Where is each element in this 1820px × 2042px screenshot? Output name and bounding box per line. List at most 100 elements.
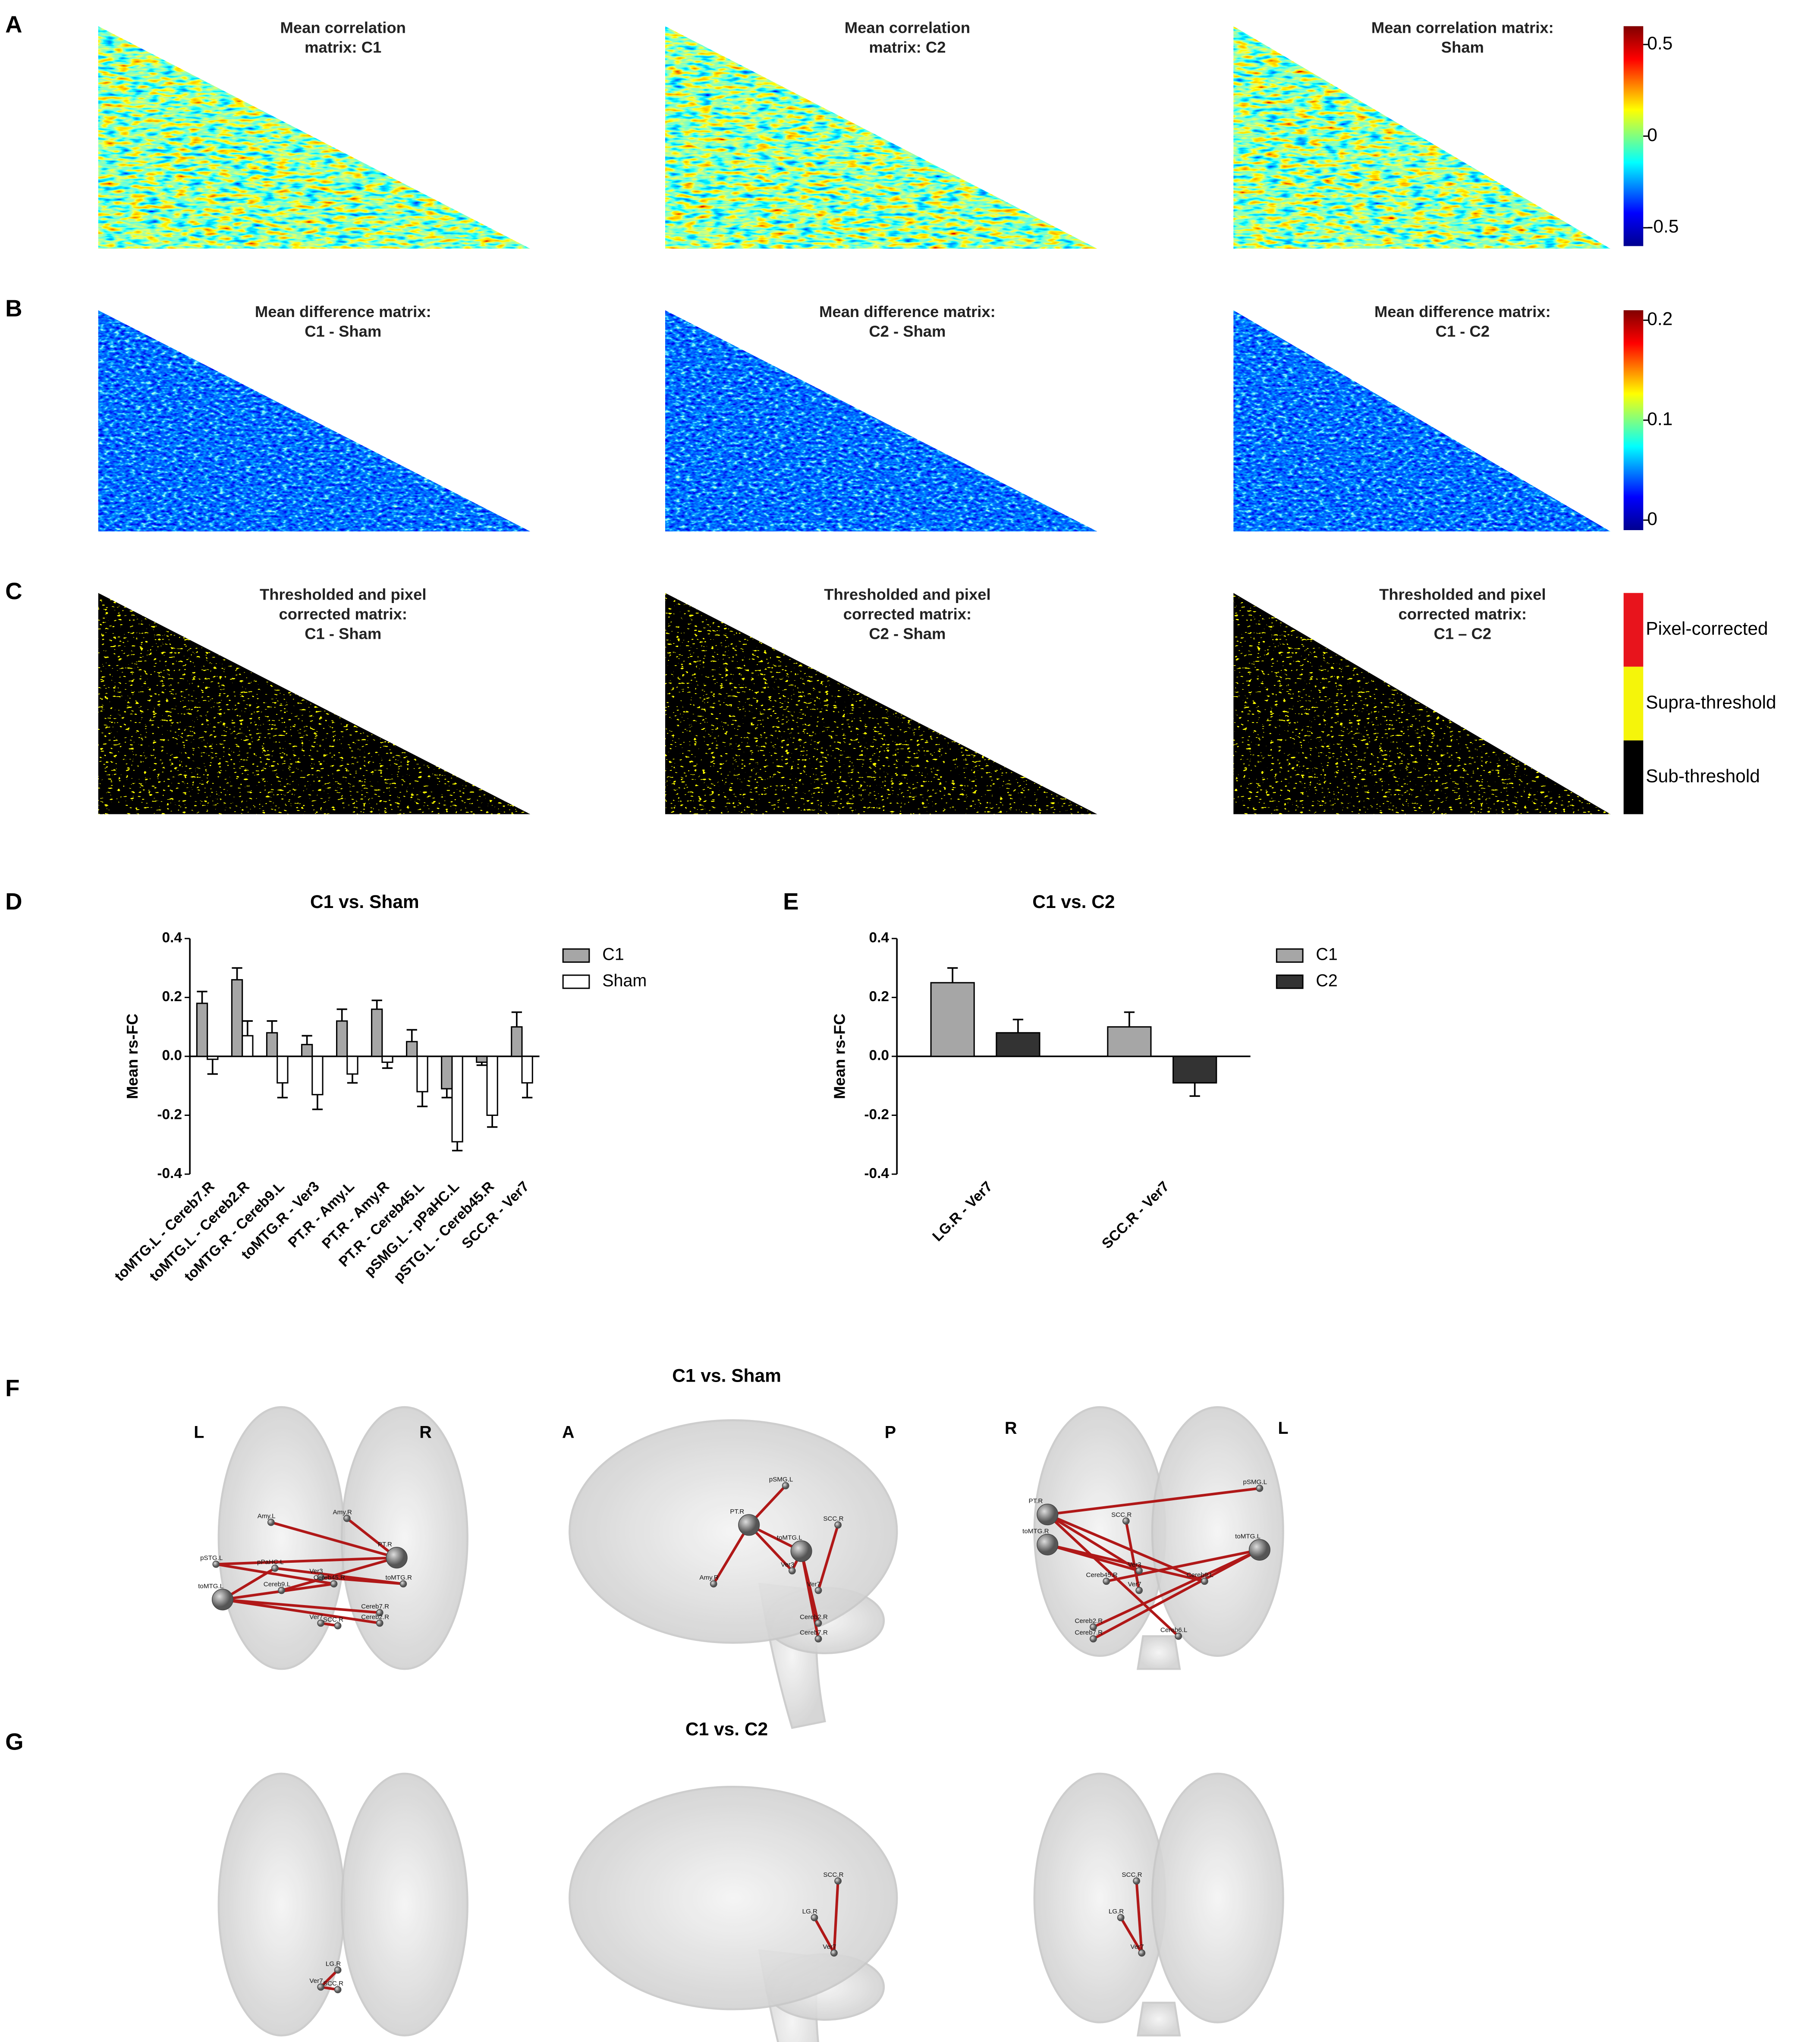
colorbar [1623,310,1644,531]
connection [320,1969,339,1988]
legend-swatch [1276,974,1304,989]
connection [833,1881,839,1953]
y-tick-label: 0.2 [162,989,182,1005]
connection [817,1524,839,1591]
legend-label: C1 [602,945,624,964]
connection [222,1598,380,1624]
colorbar [1623,26,1644,246]
node-label: Cereb2.R [800,1613,828,1621]
node-label: LG.R [326,1960,341,1967]
matrix-title: C1 – C2 [1434,625,1492,642]
legend-swatch [562,948,590,963]
orientation-label: A [562,1423,574,1442]
bar [486,1056,498,1116]
matrix-title: matrix: C1 [305,38,381,56]
node [317,1983,324,1991]
matrix-title: corrected matrix: [1399,605,1527,623]
connection [1093,1549,1260,1640]
orientation-label: L [1278,1419,1288,1438]
legend-label: Pixel-corrected [1646,619,1768,639]
node [267,1518,275,1526]
node [790,1540,812,1562]
legend-swatch [1623,740,1644,814]
node-label: Cereb7.R [800,1629,828,1637]
connection [712,1524,750,1585]
node [1090,1635,1097,1643]
node-label: Cereb2.R [361,1613,389,1621]
y-tick-label: 0.0 [869,1048,889,1064]
matrix-title: Mean correlation matrix: [1371,19,1554,36]
node [811,1914,818,1922]
connection [222,1598,380,1614]
matrix-title: Thresholded and pixel [260,585,426,603]
connection [1047,1513,1205,1583]
matrix-title: Mean difference matrix: [255,303,431,320]
connection [1047,1513,1140,1572]
node [1135,1567,1143,1574]
matrix-title: C2 - Sham [869,625,946,642]
node-label: LG.R [802,1908,817,1915]
node-label: pPaHC.L [257,1558,284,1566]
bar [207,1056,219,1060]
matrix-title: corrected matrix: [843,605,971,623]
brain-hemisphere [217,1772,346,2037]
bar [996,1032,1040,1057]
connection [1093,1549,1260,1628]
node [330,1580,338,1588]
y-tick-label: -0.4 [864,1166,889,1181]
bar [441,1056,453,1090]
connection [216,1556,397,1566]
brainstem [1136,1635,1181,1670]
node [334,1986,342,1993]
matrix-title: Thresholded and pixel [824,585,990,603]
legend-label: Sub-threshold [1646,766,1760,786]
node [1138,1949,1146,1957]
connection [1047,1487,1260,1516]
brain-hemisphere [1033,1772,1166,2023]
node-label: Ver7 [807,1580,820,1588]
orientation-label: R [419,1423,431,1442]
y-tick-label: 0.0 [162,1048,182,1064]
brain-hemisphere [340,1406,468,1670]
orientation-label: R [1005,1419,1017,1438]
node-label: Cereb7.R [1075,1629,1103,1637]
legend-swatch [1276,948,1304,963]
node [814,1635,822,1643]
y-axis-label: Mean rs-FC [123,1014,141,1099]
node-label: Amy.L [258,1513,276,1520]
legend-label: Sham [602,971,647,990]
node [1122,1517,1130,1525]
node [1103,1577,1110,1585]
orientation-label: P [885,1423,896,1442]
node-label: Ver7 [1131,1943,1144,1951]
colorbar-label: 0 [1647,125,1657,145]
node-label: toMTG.R [1022,1528,1049,1535]
matrix-title: Mean correlation [845,19,970,36]
matrix-title: Sham [1441,38,1484,56]
bar [451,1056,463,1143]
connection [1119,1917,1143,1954]
chart-title: C1 vs. Sham [310,892,419,912]
panel-letter: A [5,11,22,38]
node [814,1619,822,1627]
node [386,1547,408,1569]
node-label: PT.R [1028,1498,1043,1505]
connection [813,1917,836,1954]
node [814,1586,822,1594]
connection [275,1567,404,1585]
node-label: SCC.R [323,1980,343,1987]
colorbar-label: 0 [1647,509,1657,529]
node [834,1521,842,1529]
brain-hemisphere [1151,1772,1284,2023]
y-tick-label: 0.4 [162,930,182,946]
node [317,1619,324,1627]
matrix-title: C1 - Sham [305,625,381,642]
matrix-title: corrected matrix: [279,605,407,623]
node-label: Cereb9.L [1187,1571,1213,1579]
node [710,1580,717,1588]
brain-hemisphere [1151,1406,1284,1657]
legend-swatch [562,974,590,989]
bar [416,1056,428,1093]
node [782,1482,789,1489]
node-label: Ver3 [309,1568,323,1575]
